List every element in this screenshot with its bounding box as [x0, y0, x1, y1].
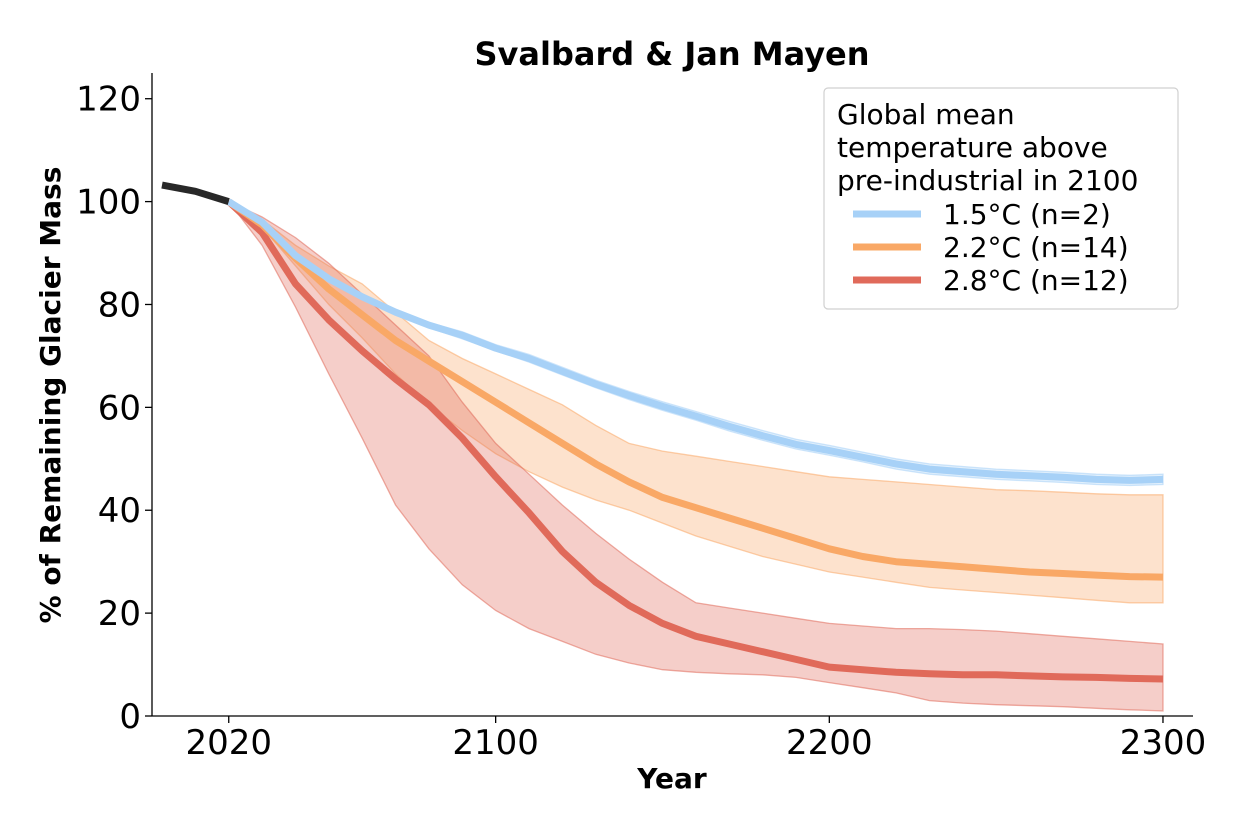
y-axis-ticks: 0 20 40 60 80 100 120: [76, 80, 152, 737]
line-historical: [161, 181, 230, 205]
legend-title-line-2: temperature above: [837, 131, 1108, 164]
legend-label-2-2-c-n-14: 2.2°C (n=14): [943, 231, 1129, 264]
y-tick-label: 60: [98, 388, 141, 428]
x-tick-label: 2200: [786, 723, 873, 763]
legend-title-line-1: Global mean: [837, 98, 1015, 131]
y-tick-label: 100: [76, 183, 141, 223]
legend-label-2-8-c-n-12: 2.8°C (n=12): [943, 264, 1129, 297]
legend-title-line-3: pre-industrial in 2100: [837, 164, 1138, 197]
y-tick-label: 40: [98, 491, 141, 531]
x-axis-ticks: 2020 2100 2200 2300: [185, 716, 1206, 763]
x-tick-label: 2100: [452, 723, 539, 763]
legend-label-1-5-c-n-2: 1.5°C (n=2): [943, 198, 1111, 231]
y-tick-label: 80: [98, 285, 141, 325]
legend: Global mean temperature above pre-indust…: [823, 87, 1179, 310]
x-tick-label: 2020: [185, 723, 272, 763]
line-2-8-c-n-12: [226, 199, 1164, 683]
legend-entries: 1.5°C (n=2)2.2°C (n=14)2.8°C (n=12): [853, 198, 1129, 297]
chart-title: Svalbard & Jan Mayen: [474, 35, 869, 73]
band-2-2-c-n-14: [228, 201, 1164, 604]
series-lines: [161, 181, 1164, 683]
y-tick-label: 120: [76, 80, 141, 120]
legend-box: [823, 87, 1179, 310]
x-axis-label: Year: [636, 762, 707, 795]
y-axis-label: % of Remaining Glacier Mass: [34, 167, 67, 624]
y-tick-label: 0: [119, 697, 141, 737]
line-1-5-c-n-2: [226, 198, 1164, 484]
line-2-2-c-n-14: [226, 198, 1164, 581]
y-tick-label: 20: [98, 594, 141, 634]
x-tick-label: 2300: [1120, 723, 1207, 763]
